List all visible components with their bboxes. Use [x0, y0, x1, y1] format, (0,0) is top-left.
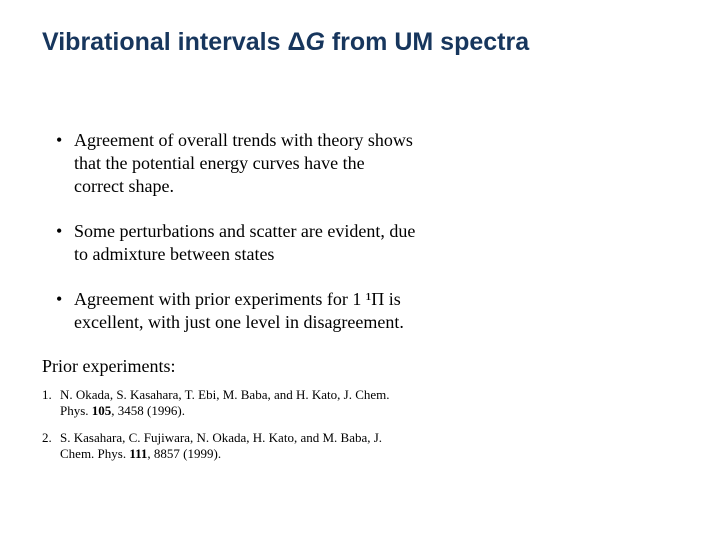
bullet-text: Agreement of overall trends with theory …	[74, 130, 413, 196]
reference-list: N. Okada, S. Kasahara, T. Ebi, M. Baba, …	[42, 387, 402, 462]
ref-volume: 111	[129, 446, 147, 461]
title-suffix: from UM spectra	[325, 28, 529, 56]
bullet-item: Agreement with prior experiments for 1 ¹…	[56, 288, 416, 334]
prior-experiments-label: Prior experiments:	[42, 356, 720, 377]
ref-volume: 105	[92, 403, 112, 418]
title-delta: Δ	[287, 28, 305, 56]
title-prefix: Vibrational intervals	[42, 28, 287, 56]
bullet-text: Some perturbations and scatter are evide…	[74, 221, 415, 264]
bullet-item: Agreement of overall trends with theory …	[56, 129, 416, 198]
ref-page-year: , 8857 (1999).	[147, 446, 221, 461]
bullet-item: Some perturbations and scatter are evide…	[56, 220, 416, 266]
reference-item: N. Okada, S. Kasahara, T. Ebi, M. Baba, …	[42, 387, 402, 420]
bullet-list: Agreement of overall trends with theory …	[56, 129, 416, 334]
slide-title: Vibrational intervals ΔG from UM spectra	[0, 0, 720, 57]
reference-item: S. Kasahara, C. Fujiwara, N. Okada, H. K…	[42, 430, 402, 463]
ref-page-year: , 3458 (1996).	[111, 403, 185, 418]
title-g: G	[305, 28, 324, 56]
ref-authors: N. Okada, S. Kasahara, T. Ebi, M. Baba, …	[60, 387, 340, 402]
bullet-text: Agreement with prior experiments for 1 ¹…	[74, 289, 404, 332]
ref-authors: S. Kasahara, C. Fujiwara, N. Okada, H. K…	[60, 430, 370, 445]
